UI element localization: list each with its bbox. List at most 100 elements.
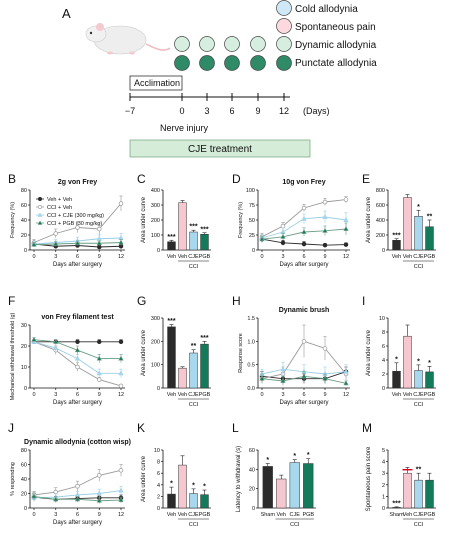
panel-a-letter: A <box>62 6 71 21</box>
legend-marker <box>37 212 43 217</box>
y-tick-label: 80 <box>21 448 27 454</box>
data-point <box>118 201 124 206</box>
y-tick-label: 100 <box>246 188 255 194</box>
group-label: CCI <box>189 402 199 408</box>
significance-label: *** <box>200 335 208 342</box>
data-point <box>280 378 286 383</box>
data-point <box>118 487 124 493</box>
significance-label: * <box>428 360 431 367</box>
category-label: Veh <box>403 512 412 518</box>
acclimation-box <box>129 75 183 91</box>
data-point <box>74 240 81 246</box>
category-label: Veh <box>167 254 176 260</box>
y-tick-label: 0 <box>382 248 385 254</box>
data-point <box>53 496 59 502</box>
x-tick-label: 6 <box>76 392 79 398</box>
x-tick-label: 3 <box>54 512 57 518</box>
y-tick-label: 3 <box>382 471 385 477</box>
y-tick-label: 300 <box>151 203 160 209</box>
data-point <box>31 493 37 499</box>
category-label: Sham <box>261 512 276 518</box>
y-tick-label: 0 <box>382 506 385 512</box>
bar <box>200 234 209 251</box>
data-point <box>118 339 124 345</box>
x-tick-label: 0 <box>32 392 35 398</box>
y-axis-label: Mechanical withdrawal threshold (g) <box>10 312 16 400</box>
data-point <box>259 236 265 242</box>
data-point <box>322 375 328 381</box>
x-tick-label: 12 <box>118 254 124 260</box>
panel-letter: G <box>137 294 146 308</box>
bar <box>414 479 423 509</box>
panel-letter: C <box>137 172 146 186</box>
panel-letter: J <box>8 421 14 435</box>
x-tick-label: 9 <box>323 392 326 398</box>
bar <box>178 367 187 389</box>
data-point <box>322 227 328 233</box>
bar <box>303 463 314 509</box>
y-tick-label: 0.5 <box>247 363 255 369</box>
bar <box>178 464 187 509</box>
x-tick-label: 9 <box>98 512 101 518</box>
test-day-marker <box>199 36 215 52</box>
x-axis-label: Days after surgery <box>279 400 328 406</box>
data-point <box>74 496 81 502</box>
y-tick-label: 100 <box>151 363 160 369</box>
y-tick-label: 10 <box>154 448 160 454</box>
y-tick-label: 2 <box>382 483 385 489</box>
y-tick-label: 400 <box>376 218 385 224</box>
y-tick-label: 300 <box>151 316 160 322</box>
panel-h-line-chart: H Dynamic brush 0.0 0.5 1.0 1.5 0 3 6 9 12 Days aft… <box>232 294 350 406</box>
bar <box>200 343 209 389</box>
y-tick-label: 200 <box>151 339 160 345</box>
test-day-marker <box>276 18 292 34</box>
data-point <box>280 240 286 246</box>
significance-label: ** <box>416 467 422 474</box>
data-point <box>118 468 124 473</box>
legend-label: Veh + Veh <box>47 197 72 203</box>
bar <box>276 478 287 509</box>
x-tick-label: 6 <box>76 254 79 260</box>
legend-label: Punctate allodynia <box>295 58 377 69</box>
data-point <box>75 364 80 370</box>
panel-letter: M <box>362 421 372 435</box>
bar <box>425 371 434 389</box>
data-point <box>301 215 307 221</box>
x-tick-label: 3 <box>54 254 57 260</box>
legend-punctate-allodynia: Punctate allodynia <box>276 55 377 69</box>
data-point <box>280 366 286 372</box>
data-point <box>96 339 102 345</box>
test-day-marker <box>174 36 190 52</box>
timeline: Acclimation −7 0 3 6 9 12 (Days) Nerve i… <box>125 75 330 158</box>
category-label: Veh <box>167 392 176 398</box>
y-tick-label: 2 <box>382 372 385 378</box>
y-tick-label: 200 <box>151 218 160 224</box>
panel-letter: I <box>362 294 365 308</box>
y-tick-label: 0 <box>157 248 160 254</box>
x-tick-label: 9 <box>323 254 326 260</box>
data-point <box>301 339 307 344</box>
group-label: CCI <box>414 522 424 528</box>
x-axis-label: Days after surgery <box>53 400 102 406</box>
line-chart-legend: Veh + Veh CCI + Veh CCI + CJE (300 mg/kg) C… <box>36 197 104 227</box>
data-point <box>301 373 307 379</box>
data-point <box>31 241 37 247</box>
chart-title: Dynamic brush <box>279 307 330 314</box>
bar <box>189 352 198 389</box>
y-tick-label: 2 <box>157 494 160 500</box>
data-point <box>53 338 59 344</box>
significance-label: *** <box>200 226 208 233</box>
bar <box>289 462 300 509</box>
test-day-marker <box>224 36 240 52</box>
legend-label: CCI + PGB (30 mg/kg) <box>47 221 102 227</box>
data-point <box>118 497 124 502</box>
group-label: CCI <box>414 402 424 408</box>
y-tick-label: 4 <box>382 460 385 466</box>
test-day-marker <box>174 55 190 71</box>
category-label: CJE <box>290 512 301 518</box>
